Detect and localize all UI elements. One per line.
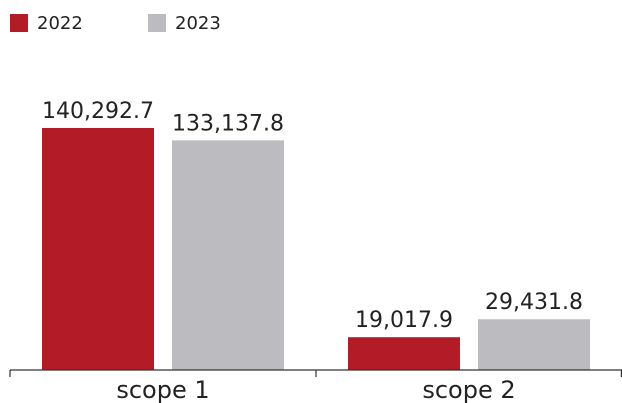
value-label: 19,017.9 [355,308,453,333]
bar [478,319,590,370]
bar [42,128,154,370]
value-label: 133,137.8 [172,111,284,136]
bar [348,337,460,370]
legend-swatch [10,14,28,32]
legend-swatch [148,14,166,32]
value-label: 140,292.7 [42,99,154,124]
legend-label: 2023 [175,13,221,34]
value-label: 29,431.8 [485,290,583,315]
bar [172,140,284,370]
legend-label: 2022 [37,13,83,34]
x-tick-label: scope 1 [116,376,209,403]
x-tick-label: scope 2 [422,376,515,403]
